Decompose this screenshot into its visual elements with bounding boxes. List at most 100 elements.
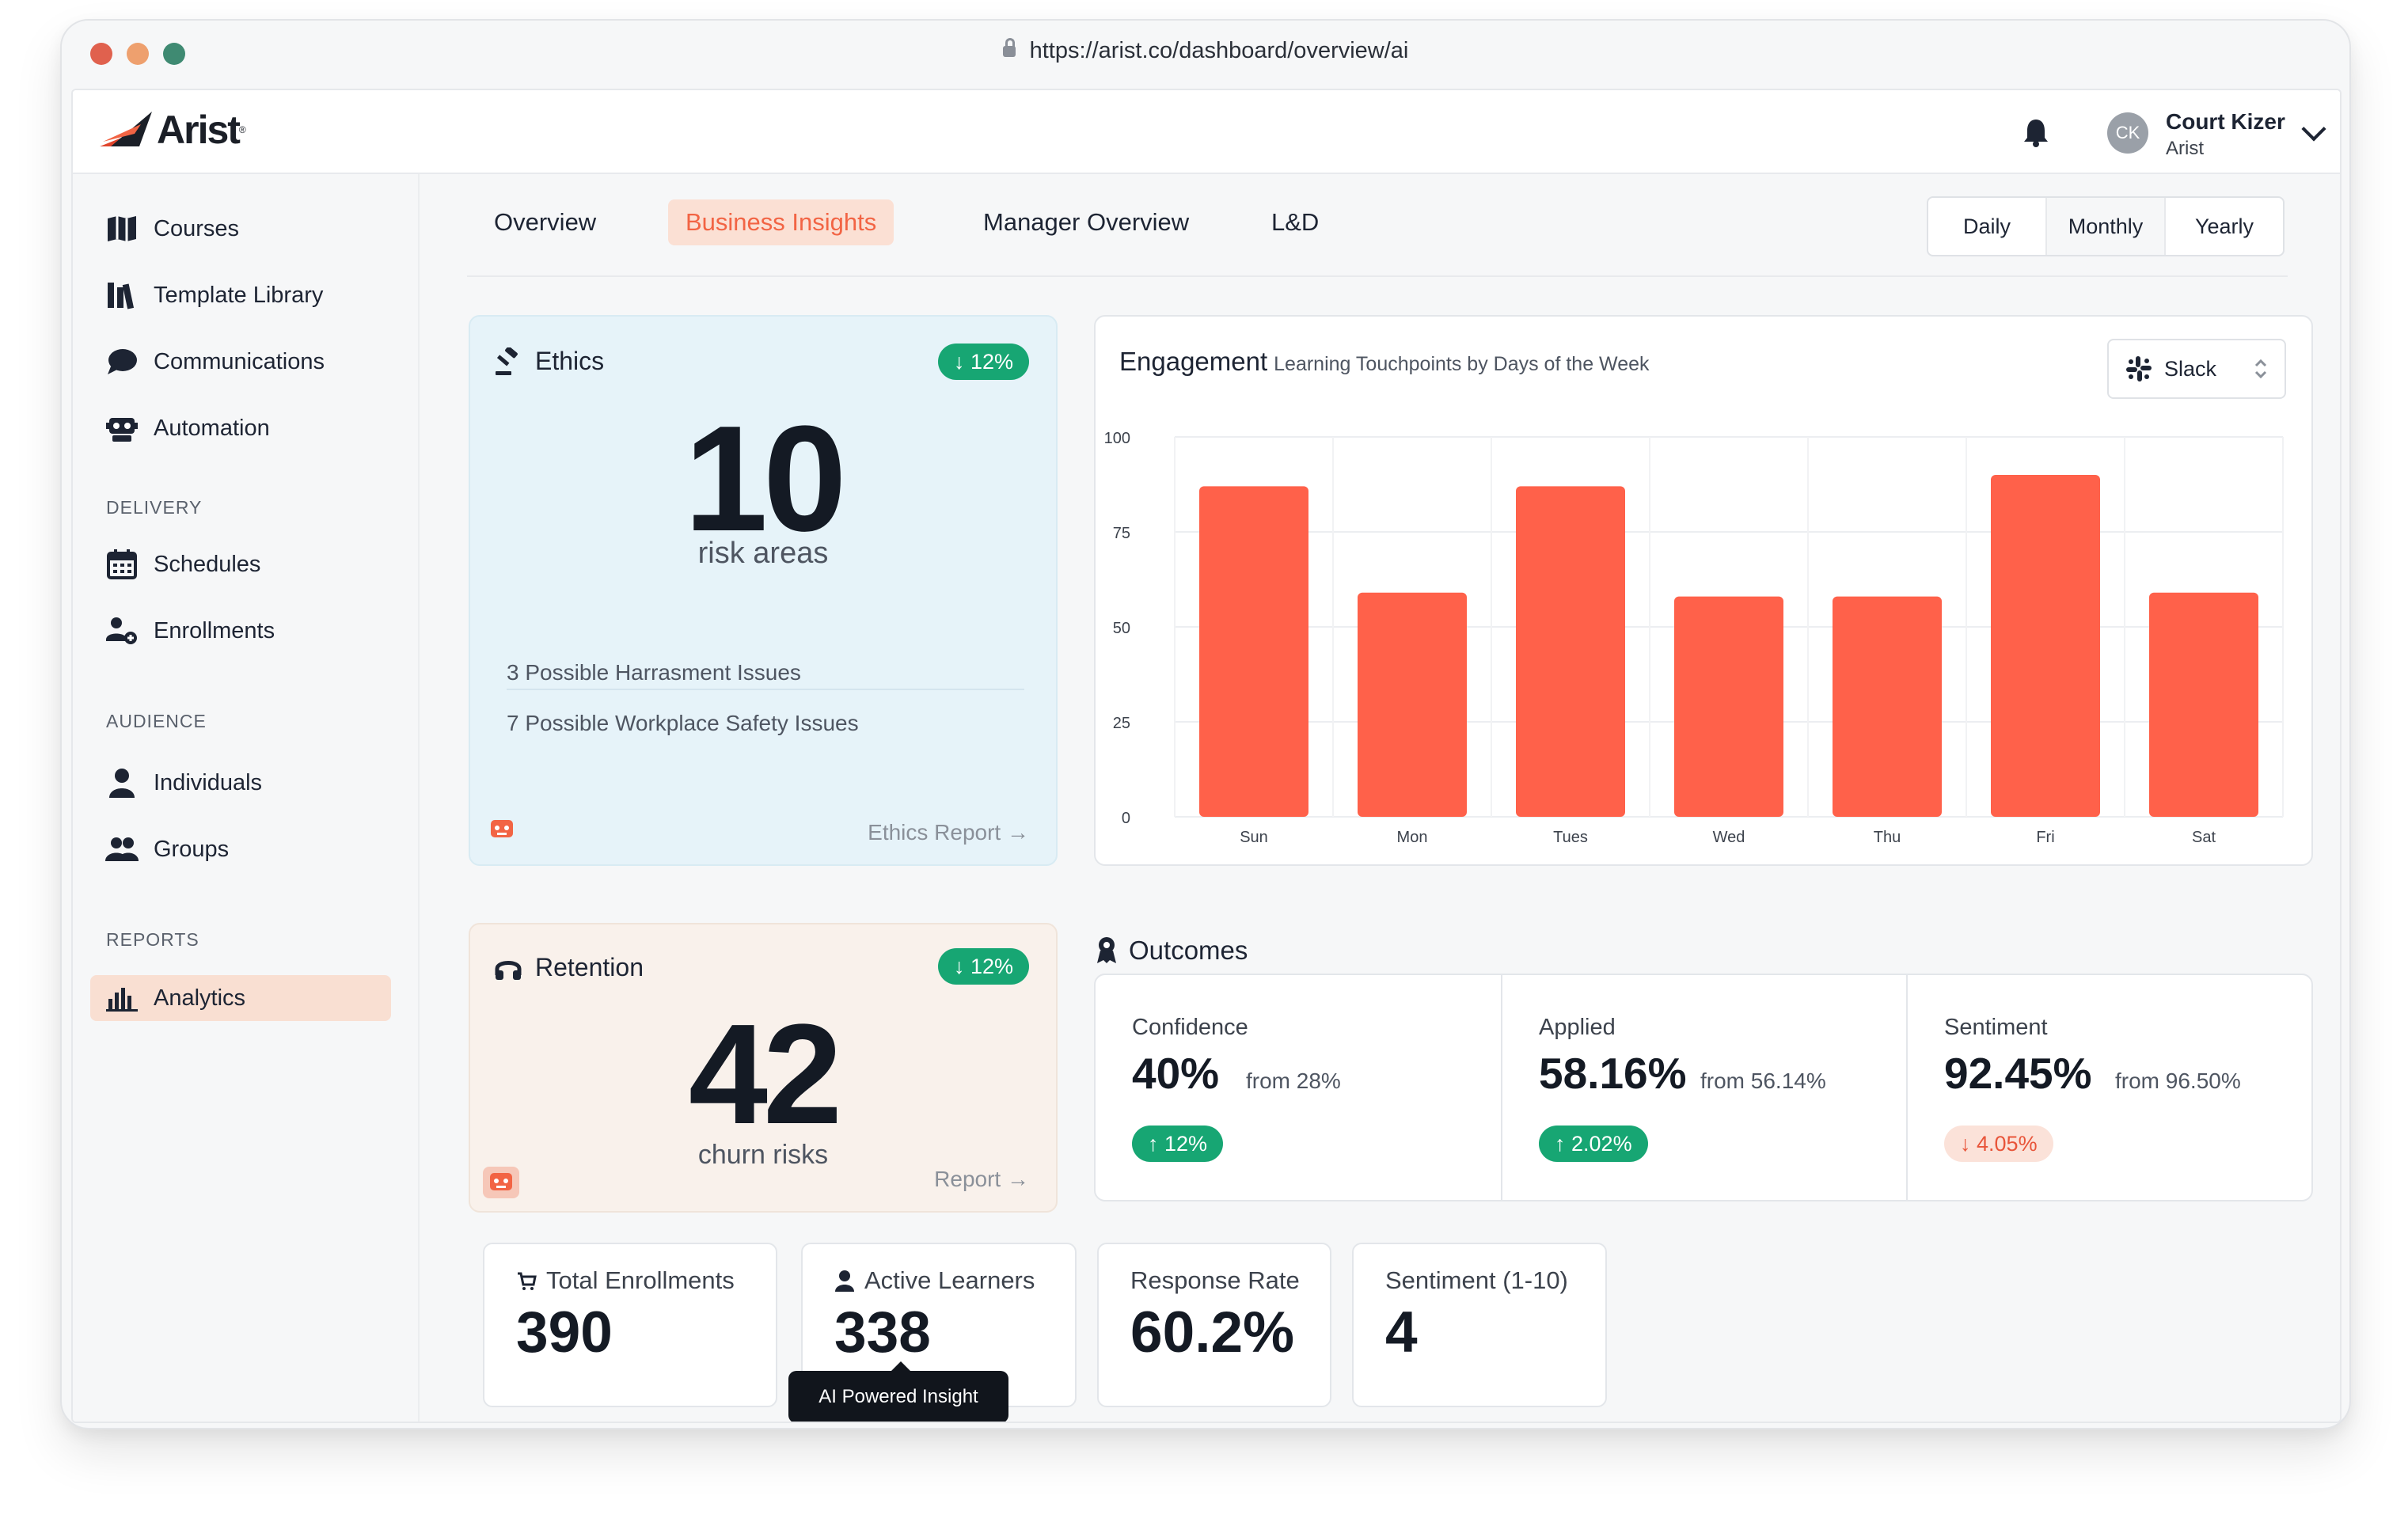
sidebar-item-communications[interactable]: Communications: [90, 339, 391, 385]
sidebar-item-groups[interactable]: Groups: [90, 826, 391, 872]
robot-icon: [104, 411, 139, 446]
address-bar[interactable]: https://arist.co/dashboard/overview/ai: [62, 38, 2349, 64]
period-monthly-button[interactable]: Monthly: [2047, 198, 2166, 255]
calendar-icon: [104, 547, 139, 582]
y-tick-label: 75: [1113, 525, 1130, 542]
library-icon: [104, 278, 139, 313]
stat-label: Active Learners: [834, 1266, 1035, 1295]
chart-bar: [1199, 486, 1308, 817]
map-book-icon: [104, 211, 139, 246]
sidebar-item-individuals[interactable]: Individuals: [90, 760, 391, 806]
outcome-from: from 96.50%: [2115, 1069, 2241, 1093]
section-heading-reports: REPORTS: [106, 929, 199, 950]
tabs-divider: [467, 275, 2288, 277]
outcomes-title-text: Outcomes: [1129, 936, 1248, 965]
period-daily-button[interactable]: Daily: [1928, 198, 2047, 255]
ai-insight-tooltip: AI Powered Insight: [788, 1361, 1008, 1422]
maximize-window-button[interactable]: [163, 43, 185, 65]
ethics-unit: risk areas: [697, 537, 829, 570]
y-tick-label: 0: [1122, 810, 1130, 827]
outcome-change-value: 2.02%: [1571, 1132, 1632, 1156]
engagement-title-text: Engagement: [1119, 347, 1268, 376]
engagement-card: Engagement Learning Touchpoints by Days o…: [1094, 315, 2313, 866]
x-tick-label: Sat: [2192, 829, 2216, 846]
user-icon: [104, 765, 139, 800]
engagement-subtitle: Learning Touchpoints by Days of the Week: [1274, 353, 1650, 375]
sidebar-item-label: Analytics: [154, 985, 246, 1011]
stat-label: Response Rate: [1130, 1266, 1300, 1294]
ethics-title-text: Ethics: [535, 347, 605, 375]
period-yearly-button[interactable]: Yearly: [2194, 214, 2254, 238]
retention-card: Retention ↓ 12% 42 churn risks Report →: [469, 923, 1058, 1213]
source-select[interactable]: Slack: [2107, 339, 2286, 399]
chevron-updown-icon: [2254, 359, 2267, 379]
section-heading-audience: AUDIENCE: [106, 711, 207, 731]
stat-label: Sentiment (1-10): [1385, 1266, 1568, 1294]
outcomes-card: Confidence 40% from 28% ↑ 12% Applied 58…: [1094, 974, 2313, 1201]
sidebar-item-label: Template Library: [154, 282, 324, 308]
outcome-change-badge: ↑ 2.02%: [1539, 1126, 1648, 1162]
ethics-report-link[interactable]: Ethics Report →: [868, 820, 1029, 845]
url-text: https://arist.co/dashboard/overview/ai: [1029, 38, 1409, 63]
ethics-card: Ethics ↓ 12% 10 risk areas 3 Possible Ha…: [469, 315, 1058, 866]
sidebar-item-template-library[interactable]: Template Library: [90, 272, 391, 318]
retention-value: 42: [688, 995, 842, 1154]
x-tick-label: Mon: [1397, 829, 1428, 846]
notification-bell-icon[interactable]: [2022, 117, 2050, 147]
period-toggle: Daily Monthly Yearly: [1927, 196, 2285, 256]
retention-report-link[interactable]: Report →: [934, 1167, 1029, 1192]
stat-value: 60.2%: [1130, 1300, 1294, 1365]
sidebar-item-enrollments[interactable]: Enrollments: [90, 608, 391, 654]
sidebar-item-label: Groups: [154, 836, 230, 862]
stat-value: 4: [1385, 1300, 1418, 1365]
sidebar-item-label: Communications: [154, 348, 325, 374]
x-tick-label: Tues: [1553, 829, 1588, 846]
outcomes-heading: Outcomes: [1096, 936, 1248, 966]
lock-icon: [1002, 38, 1016, 58]
chevron-down-icon[interactable]: [2301, 116, 2326, 142]
award-icon: [1097, 937, 1116, 963]
retention-change-value: 12%: [970, 955, 1013, 978]
sidebar-item-courses[interactable]: Courses: [90, 206, 391, 252]
ethics-value: 10: [684, 395, 846, 563]
outcome-label: Sentiment: [1944, 1015, 2048, 1040]
tab-overview[interactable]: Overview: [494, 208, 597, 236]
brand-logo[interactable]: Arist ®: [100, 108, 246, 152]
x-tick-label: Wed: [1713, 829, 1745, 846]
tab-manager-overview[interactable]: Manager Overview: [983, 208, 1190, 236]
source-select-value: Slack: [2164, 356, 2217, 381]
chart-bar: [1674, 596, 1783, 817]
stat-total-enrollments: Total Enrollments 390: [483, 1243, 777, 1407]
issue-divider: [507, 689, 1024, 690]
y-tick-label: 100: [1104, 430, 1130, 447]
engagement-title: Engagement Learning Touchpoints by Days o…: [1119, 347, 1650, 377]
y-tick-label: 25: [1113, 715, 1130, 732]
browser-window: https://arist.co/dashboard/overview/ai A…: [60, 19, 2351, 1429]
ai-robot-icon[interactable]: [483, 1167, 519, 1198]
stat-label-text: Total Enrollments: [546, 1266, 735, 1294]
sidebar-item-label: Enrollments: [154, 617, 275, 643]
sidebar-item-schedules[interactable]: Schedules: [90, 541, 391, 587]
user-name[interactable]: Court Kizer: [2166, 109, 2285, 134]
sidebar: Courses Template Library Communications …: [73, 174, 420, 1422]
avatar[interactable]: CK: [2107, 112, 2148, 154]
stat-response-rate: Response Rate 60.2%: [1097, 1243, 1331, 1407]
minimize-window-button[interactable]: [127, 43, 149, 65]
main-content: Overview Business Insights Manager Overv…: [420, 174, 2340, 1422]
outcome-from: from 28%: [1246, 1069, 1341, 1093]
tab-business-insights[interactable]: Business Insights: [668, 199, 894, 245]
user-add-icon: [104, 613, 139, 648]
x-tick-label: Thu: [1874, 829, 1901, 846]
sidebar-item-automation[interactable]: Automation: [90, 405, 391, 451]
sidebar-item-label: Schedules: [154, 551, 261, 577]
outcome-value: 40%: [1132, 1049, 1220, 1098]
sidebar-item-analytics[interactable]: Analytics: [90, 975, 391, 1021]
gavel-icon: [496, 347, 518, 375]
close-window-button[interactable]: [90, 43, 112, 65]
ai-robot-icon[interactable]: [488, 815, 516, 844]
outcome-applied: Applied 58.16% from 56.14% ↑ 2.02%: [1501, 975, 1908, 1200]
outcome-change-value: 12%: [1164, 1132, 1208, 1156]
tab-lnd[interactable]: L&D: [1271, 208, 1320, 236]
retention-report-link-text: Report: [934, 1167, 1001, 1191]
chart-bar: [2149, 592, 2258, 817]
